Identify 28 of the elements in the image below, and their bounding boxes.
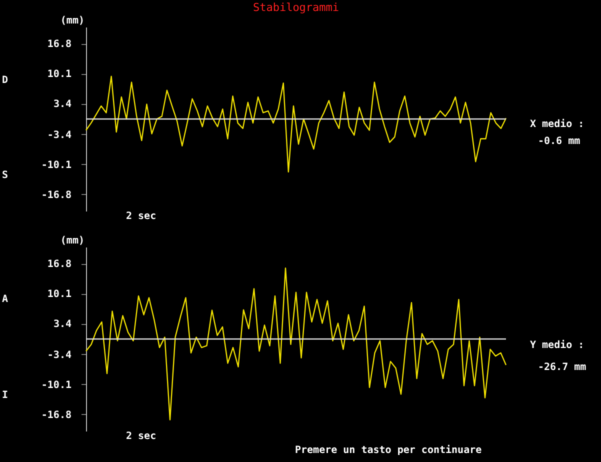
text: D [2,75,8,86]
y-axis-title: (mm) [60,236,84,246]
y-tick-label: 16.8 [47,259,72,270]
text: -26.7 mm [538,362,586,373]
y-tick-label: 10.1 [47,289,72,300]
text: I [2,390,8,401]
y-tick-label: -16.8 [41,190,72,201]
text: Premere un tasto per continuare [295,444,482,456]
text: X medio : [530,118,584,130]
line-series [85,267,507,420]
text: A [2,294,8,305]
y-tick-label: -16.8 [41,410,72,421]
y-tick-label: -3.4 [47,130,72,141]
y-tick-label: -10.1 [41,160,72,171]
y-tick-label: 3.4 [53,319,72,330]
text: S [2,170,8,181]
y-tick-label: -10.1 [41,380,72,391]
y-tick-label: 10.1 [47,69,72,80]
y-tick-label: 3.4 [53,99,72,110]
y-tick-label: 16.8 [47,39,72,50]
y-tick-label: -3.4 [47,350,72,361]
y-axis-title: (mm) [60,16,84,26]
line-series [85,76,507,173]
text: -0.6 mm [538,136,580,147]
text: Y medio : [530,339,584,351]
text: 2 sec [126,211,156,222]
chart-title: Stabilogrammi [252,1,340,14]
text: 2 sec [126,431,156,442]
